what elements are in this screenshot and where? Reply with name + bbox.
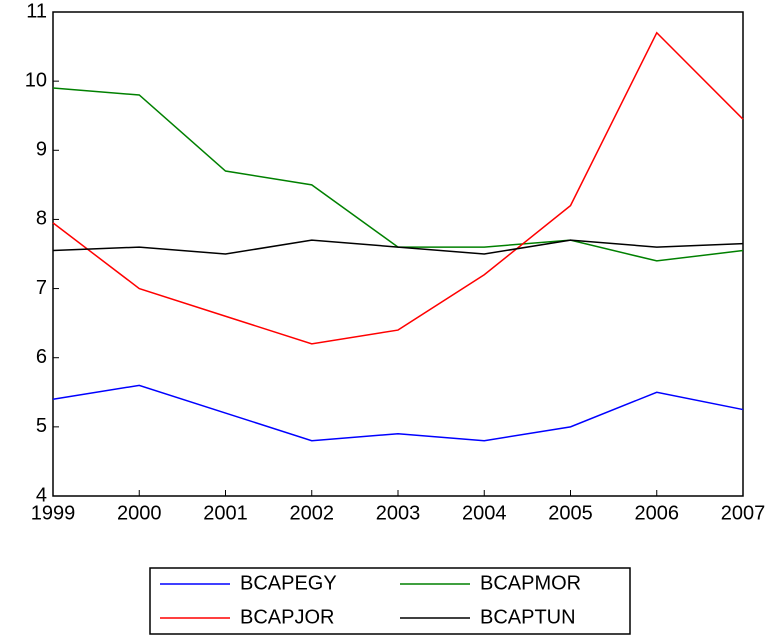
series-line (52, 31, 744, 345)
legend-label: BCAPEGY (240, 572, 337, 594)
legend-label: BCAPTUN (480, 606, 576, 628)
y-tick-label: 10 (25, 69, 47, 91)
legend-box (149, 567, 631, 635)
x-tick-label: 2000 (117, 502, 162, 524)
y-tick-label: 4 (36, 484, 47, 506)
series-line (52, 87, 744, 262)
x-tick-label: 1999 (31, 502, 76, 524)
y-tick-label: 7 (36, 277, 47, 299)
x-tick-label: 2006 (635, 502, 680, 524)
y-tick-label: 11 (26, 0, 47, 22)
legend-label: BCAPMOR (480, 572, 581, 594)
x-tick-label: 2004 (462, 502, 507, 524)
series-line (52, 239, 744, 255)
x-tick-label: 2001 (203, 502, 248, 524)
y-tick-label: 5 (36, 415, 47, 437)
x-tick-label: 2002 (290, 502, 335, 524)
y-tick-label: 6 (36, 346, 47, 368)
x-tick-label: 2003 (376, 502, 421, 524)
legend-label: BCAPJOR (240, 606, 334, 628)
x-tick-label: 2007 (721, 502, 766, 524)
plot-frame (52, 11, 744, 497)
x-tick-label: 2005 (548, 502, 593, 524)
series-line (52, 384, 744, 442)
y-tick-label: 8 (36, 208, 47, 230)
y-tick-label: 9 (36, 139, 47, 161)
